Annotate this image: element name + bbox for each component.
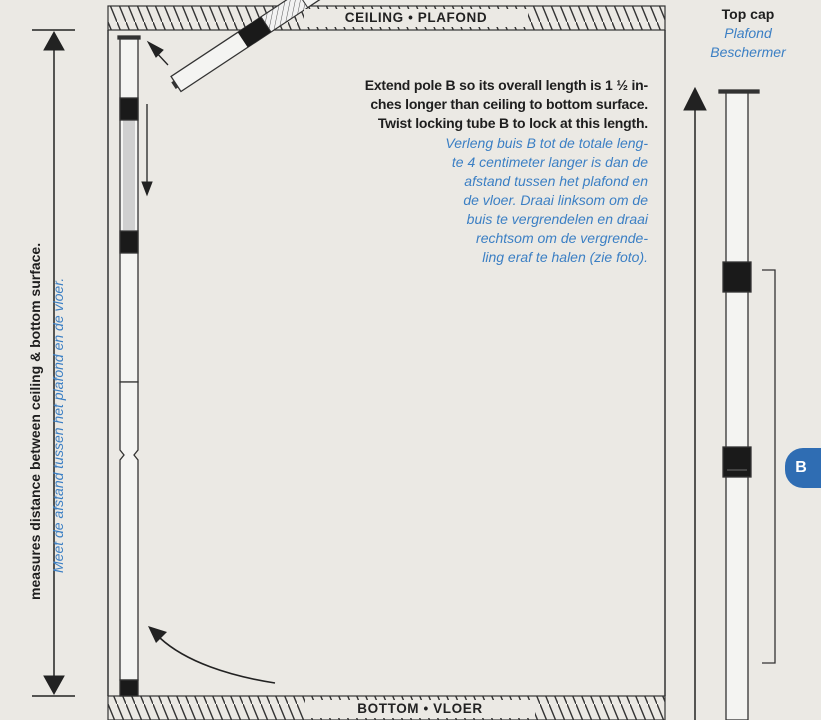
instructions-nl-line: de vloer. Draai linksom om de bbox=[463, 192, 648, 208]
instructions-en: Extend pole B so its overall length is 1… bbox=[364, 76, 649, 133]
measure-label-nl: Meet de afstand tussen het plafond en de… bbox=[50, 277, 66, 573]
measure-arrow bbox=[32, 29, 75, 697]
top-cap-nl-1: Plafond bbox=[724, 25, 772, 41]
pole-vertical-right bbox=[718, 89, 760, 720]
pole-b-bracket bbox=[762, 269, 776, 664]
height-arrow bbox=[683, 86, 707, 720]
top-cap-label: Top cap Plafond Beschermer bbox=[675, 5, 821, 62]
instructions-en-line: ches longer than ceiling to bottom surfa… bbox=[370, 96, 648, 112]
instructions-nl-line: te 4 centimeter langer is dan de bbox=[451, 154, 648, 170]
instructions: Extend pole B so its overall length is 1… bbox=[364, 76, 649, 267]
instructions-nl-line: rechtsom om de vergrende- bbox=[476, 230, 648, 246]
pole-vertical-left bbox=[117, 35, 141, 697]
extend-arrow bbox=[141, 104, 153, 197]
ceiling-label: CEILING • PLAFOND bbox=[304, 9, 528, 27]
pull-arrow bbox=[146, 40, 169, 66]
instructions-nl-line: ling eraf te halen (zie foto). bbox=[482, 249, 648, 265]
instructions-en-line: Extend pole B so its overall length is 1… bbox=[364, 77, 649, 93]
measure-label-en: measures distance between ceiling & bott… bbox=[27, 242, 43, 600]
bottom-label: BOTTOM • VLOER bbox=[305, 700, 535, 718]
rotate-arrow bbox=[148, 626, 276, 684]
top-cap-nl-2: Beschermer bbox=[710, 44, 786, 60]
instructions-nl-line: Verleng buis B tot de totale leng- bbox=[445, 135, 648, 151]
instructions-en-line: Twist locking tube B to lock at this len… bbox=[377, 115, 648, 131]
instructions-nl-line: buis te vergrendelen en draai bbox=[466, 211, 648, 227]
top-cap-en: Top cap bbox=[721, 6, 775, 22]
instructions-nl-line: afstand tussen het plafond en bbox=[464, 173, 648, 189]
pole-diagonal bbox=[170, 0, 799, 93]
instructions-nl: Verleng buis B tot de totale leng- te 4 … bbox=[365, 134, 648, 267]
pole-b-badge: B bbox=[785, 448, 821, 488]
